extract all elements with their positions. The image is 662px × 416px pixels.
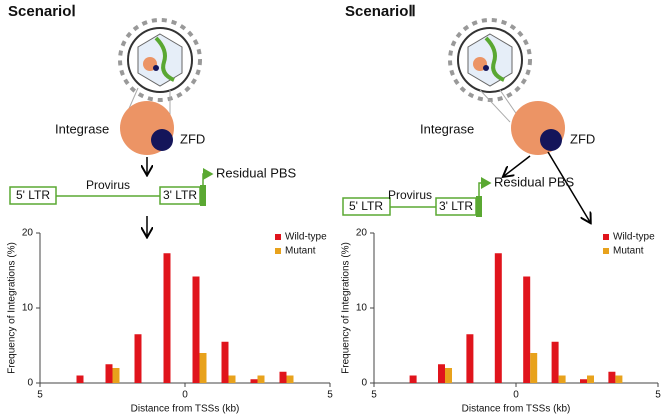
- bar: [250, 379, 258, 383]
- x-tick-label: 5: [371, 390, 377, 401]
- x-tick-label: 0: [513, 390, 519, 401]
- bar: [445, 368, 452, 383]
- bar: [199, 353, 207, 383]
- y-tick-label: 0: [361, 378, 367, 389]
- legend-label: Wild-type: [613, 232, 655, 243]
- y-axis-label: Frequency of Integrations (%): [7, 242, 18, 374]
- pbs-label: Residual PBS: [494, 174, 575, 189]
- bar: [134, 334, 142, 383]
- bar: [523, 276, 531, 383]
- zfd-label: ZFD: [570, 131, 595, 146]
- ltr5-label: 5' LTR: [349, 199, 383, 213]
- y-tick-label: 20: [356, 228, 368, 239]
- virus-icon: [448, 18, 532, 123]
- x-tick-label: 5: [655, 390, 661, 401]
- legend-label: Mutant: [613, 246, 644, 257]
- y-tick-label: 20: [22, 228, 34, 239]
- legend-label: Mutant: [285, 246, 316, 257]
- bar: [494, 253, 502, 383]
- x-tick-label: 5: [327, 390, 333, 401]
- bar: [409, 375, 417, 383]
- zfd-label: ZFD: [180, 131, 205, 146]
- bar: [279, 371, 287, 383]
- bar: [608, 371, 616, 383]
- bar: [558, 375, 566, 383]
- bar: [466, 334, 474, 383]
- legend-swatch: [275, 234, 281, 240]
- bar: [286, 375, 294, 383]
- ltr3-label: 3' LTR: [439, 199, 473, 213]
- provirus-label: Provirus: [388, 188, 432, 202]
- integrase-label: Integrase: [420, 121, 474, 136]
- panel-2: ScenarioⅡ Integrase ZFD 5' LTR Provirus …: [342, 3, 595, 222]
- bar: [587, 375, 594, 383]
- integrase-label: Integrase: [55, 121, 109, 136]
- x-tick-label: 0: [182, 390, 188, 401]
- legend-swatch: [603, 234, 609, 240]
- bar: [192, 276, 200, 383]
- panel-1: ScenarioⅠ Integrase ZFD 5' LTR Provirus …: [8, 3, 297, 236]
- legend-swatch: [275, 248, 281, 254]
- y-tick-label: 0: [27, 378, 33, 389]
- bar: [105, 364, 113, 383]
- ltr5-label: 5' LTR: [16, 188, 50, 202]
- legend-swatch: [603, 248, 609, 254]
- panel-title: ScenarioⅠ: [8, 3, 76, 20]
- bar: [76, 375, 84, 383]
- bar: [112, 368, 120, 383]
- y-axis-label: Frequency of Integrations (%): [341, 242, 352, 374]
- x-tick-label: 5: [37, 390, 43, 401]
- pbs-label: Residual PBS: [216, 165, 297, 180]
- bar: [615, 375, 623, 383]
- x-axis-label: Distance from TSSs (kb): [131, 404, 240, 415]
- provirus-label: Provirus: [86, 178, 130, 192]
- bar: [551, 341, 559, 383]
- x-axis-label: Distance from TSSs (kb): [462, 404, 571, 415]
- legend-label: Wild-type: [285, 232, 327, 243]
- bar: [257, 375, 265, 383]
- bar: [438, 364, 445, 383]
- bar: [228, 375, 236, 383]
- bar: [530, 353, 538, 383]
- bar: [580, 379, 587, 383]
- y-tick-label: 10: [22, 303, 34, 314]
- panel-title: ScenarioⅡ: [345, 3, 416, 20]
- bar: [221, 341, 229, 383]
- y-tick-label: 10: [356, 303, 368, 314]
- ltr3-label: 3' LTR: [163, 188, 197, 202]
- bar: [163, 253, 171, 383]
